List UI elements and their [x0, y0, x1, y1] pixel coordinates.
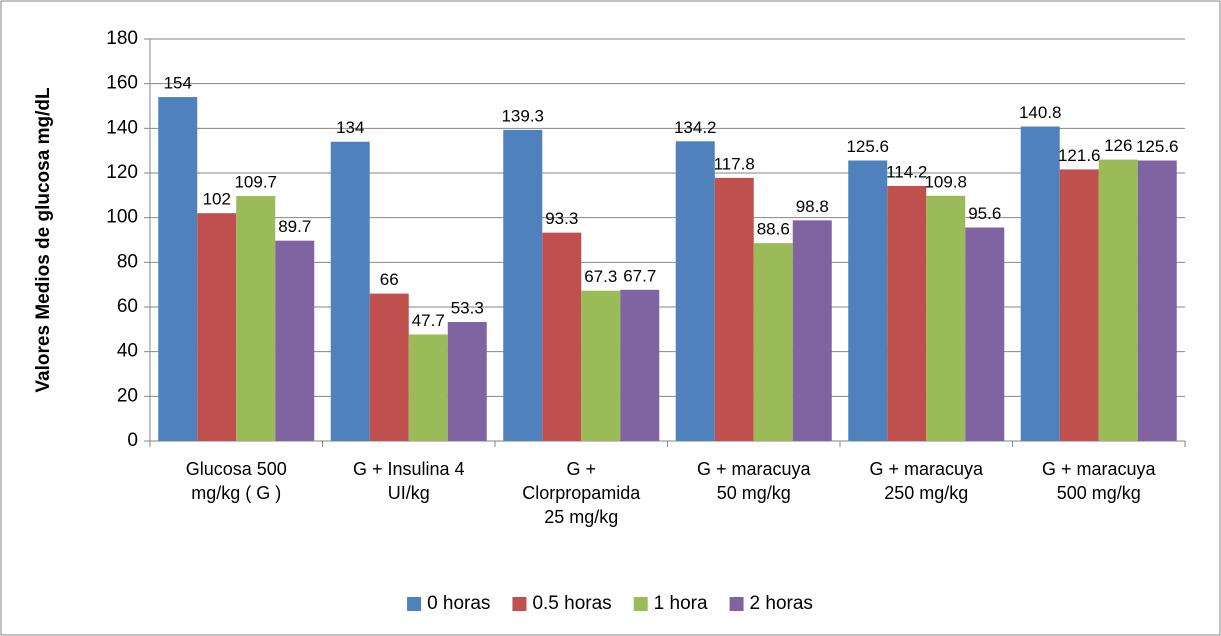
bar — [887, 185, 927, 441]
bar — [1059, 169, 1099, 441]
data-label: 66 — [380, 270, 399, 289]
x-tick-label: G + maracuya 50 mg/kg — [696, 459, 811, 503]
data-label: 88.6 — [757, 220, 790, 239]
data-label: 154 — [164, 74, 192, 93]
data-label: 126 — [1104, 136, 1132, 155]
bar — [1137, 160, 1177, 441]
bar — [848, 160, 888, 441]
bar — [158, 97, 198, 442]
data-label: 47.7 — [412, 311, 445, 330]
data-label: 114.2 — [886, 162, 927, 181]
data-label: 109.7 — [234, 172, 277, 191]
legend-label: 1 hora — [654, 593, 708, 614]
bar — [581, 290, 621, 441]
bar — [503, 129, 543, 441]
data-label: 117.8 — [714, 154, 755, 173]
legend-swatch — [407, 597, 422, 611]
legend-swatch — [729, 597, 744, 611]
bar — [197, 213, 237, 441]
bar — [1098, 159, 1138, 441]
y-tick-label: 0 — [127, 430, 138, 451]
data-label: 89.7 — [278, 217, 311, 236]
legend-label: 2 horas — [750, 593, 813, 614]
data-label: 98.8 — [796, 197, 829, 216]
data-label: 93.3 — [545, 209, 578, 228]
y-axis-label: Valores Medios de glucosa mg/dL — [33, 87, 54, 393]
bar — [926, 195, 966, 441]
bar — [369, 293, 409, 441]
y-tick-label: 80 — [117, 251, 138, 272]
x-tick-label: Glucosa 500 mg/kg ( G ) — [185, 459, 287, 503]
y-tick-label: 20 — [117, 385, 138, 406]
x-tick-label: G + maracuya 500 mg/kg — [1041, 459, 1156, 503]
data-label: 95.6 — [968, 204, 1001, 223]
bar — [792, 220, 832, 441]
bar — [965, 227, 1005, 441]
legend-label: 0 horas — [427, 593, 490, 614]
data-label: 125.6 — [846, 137, 889, 156]
data-label: 125.6 — [1136, 137, 1179, 156]
bar — [275, 240, 315, 441]
y-tick-label: 140 — [106, 117, 138, 138]
data-label: 67.3 — [584, 267, 617, 286]
y-tick-label: 40 — [117, 341, 138, 362]
bar — [447, 321, 487, 441]
data-label: 109.8 — [924, 172, 967, 191]
bar — [330, 141, 370, 441]
bar — [408, 334, 448, 441]
y-tick-label: 60 — [117, 296, 138, 317]
y-tick-label: 160 — [106, 73, 138, 94]
y-tick-label: 100 — [106, 207, 138, 228]
data-label: 121.6 — [1058, 146, 1101, 165]
data-label: 134.2 — [674, 118, 717, 137]
y-tick-label: 180 — [106, 28, 138, 49]
bar — [1020, 126, 1060, 442]
bar — [753, 243, 793, 441]
legend-swatch — [633, 597, 648, 611]
bar — [620, 289, 660, 441]
x-tick-label: G + maracuya 250 mg/kg — [869, 459, 984, 503]
data-label: 134 — [336, 118, 364, 137]
x-tick-label: G + Clorpropamida 25 mg/kg — [522, 459, 641, 527]
data-label: 53.3 — [451, 298, 484, 317]
bar — [714, 177, 754, 441]
data-label: 140.8 — [1019, 103, 1062, 122]
data-label: 102 — [203, 190, 231, 209]
data-label: 67.7 — [623, 266, 656, 285]
legend-label: 0.5 horas — [532, 593, 611, 614]
bar — [542, 232, 582, 441]
x-tick-label: G + Insulina 4 UI/kg — [352, 459, 465, 503]
bar — [236, 196, 276, 441]
data-label: 139.3 — [501, 106, 544, 125]
legend-swatch — [512, 597, 527, 611]
y-tick-label: 120 — [106, 162, 138, 183]
bar — [675, 141, 715, 441]
